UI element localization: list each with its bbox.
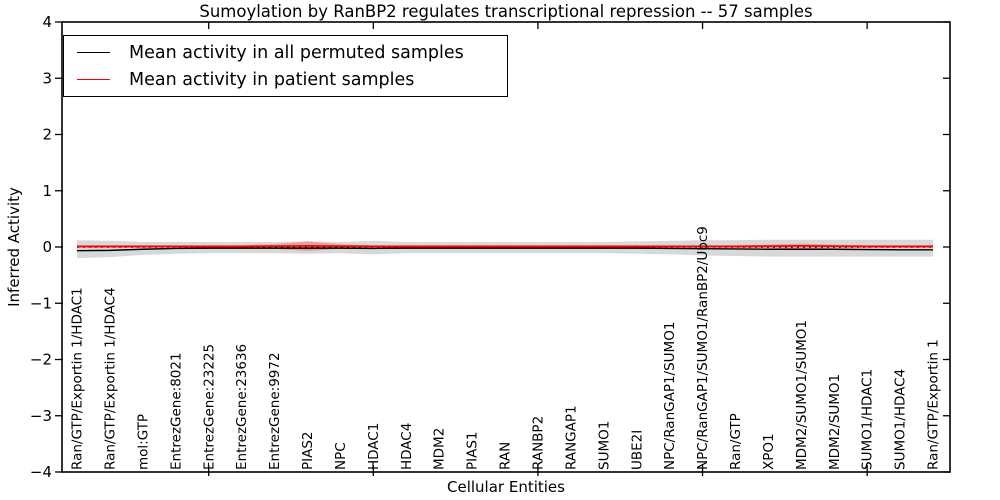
- permuted-range-band: [77, 239, 933, 259]
- x-category-label: EntrezGene:23225: [201, 344, 217, 470]
- y-tick-label: −1: [30, 294, 52, 312]
- x-category-label: NPC/RanGAP1/SUMO1/RanBP2/Ubc9: [695, 226, 711, 470]
- x-category-label: EntrezGene:9972: [267, 352, 283, 470]
- y-tick-label: 1: [42, 182, 52, 200]
- x-category-label: XPO1: [761, 433, 777, 470]
- legend-label: Mean activity in all permuted samples: [129, 42, 464, 63]
- x-category-label: HDAC4: [399, 423, 415, 470]
- x-category-label: mol:GTP: [135, 414, 151, 470]
- x-category-label: PIAS2: [300, 431, 316, 470]
- x-category-label: NPC: [333, 442, 349, 470]
- patient-mean-line: [77, 244, 933, 248]
- x-category-label: RANGAP1: [563, 405, 579, 470]
- x-category-label: RAN: [498, 442, 514, 470]
- permuted-mean-line: [76, 247, 933, 252]
- y-tick-label: 0: [42, 238, 52, 256]
- y-axis-title: Inferred Activity: [5, 187, 23, 307]
- legend-item-permuted: Mean activity in all permuted samples: [64, 43, 507, 63]
- x-category-label: MDM2/SUMO1/SUMO1: [794, 320, 810, 470]
- x-category-label: Ran/GTP: [728, 413, 744, 470]
- legend-item-patient: Mean activity in patient samples: [64, 70, 507, 90]
- y-tick-label: 4: [42, 13, 52, 31]
- x-category-label: UBE2I: [629, 430, 645, 470]
- x-category-label: RANBP2: [531, 416, 547, 470]
- x-axis-title: Cellular Entities: [447, 478, 565, 496]
- x-category-label: EntrezGene:8021: [168, 352, 184, 470]
- x-category-label: PIAS1: [465, 431, 481, 470]
- chart-title: Sumoylation by RanBP2 regulates transcri…: [199, 2, 813, 21]
- x-category-label: HDAC1: [366, 423, 382, 470]
- x-category-label: Ran/GTP/Exportin 1/HDAC1: [70, 287, 86, 470]
- y-tick-label: −2: [30, 351, 52, 369]
- patient-line-swatch-icon: [77, 79, 110, 80]
- x-category-label: MDM2: [432, 428, 448, 470]
- chart-legend: Mean activity in all permuted samples Me…: [63, 35, 508, 97]
- x-category-label: Ran/GTP/Exportin 1: [926, 339, 942, 470]
- legend-label: Mean activity in patient samples: [129, 69, 415, 90]
- x-category-label: SUMO1: [596, 421, 612, 470]
- permuted-line-swatch-icon: [77, 52, 110, 53]
- x-category-label: Ran/GTP/Exportin 1/HDAC4: [103, 287, 119, 470]
- x-category-label: NPC/RanGAP1/SUMO1: [662, 322, 678, 470]
- y-tick-label: 3: [42, 69, 52, 87]
- y-tick-label: 2: [42, 126, 52, 144]
- x-category-label: SUMO1/HDAC4: [893, 369, 909, 470]
- y-tick-label: −4: [30, 463, 52, 481]
- y-tick-label: −3: [30, 407, 52, 425]
- x-category-label: MDM2/SUMO1: [827, 374, 843, 470]
- x-category-label: EntrezGene:23636: [234, 344, 250, 470]
- x-category-label: SUMO1/HDAC1: [860, 369, 876, 470]
